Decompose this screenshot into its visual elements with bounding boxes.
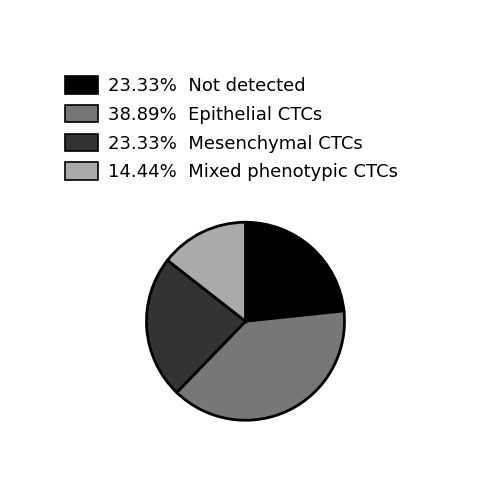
Wedge shape bbox=[177, 311, 344, 420]
Wedge shape bbox=[147, 260, 245, 392]
Legend: 23.33%  Not detected, 38.89%  Epithelial CTCs, 23.33%  Mesenchymal CTCs, 14.44% : 23.33% Not detected, 38.89% Epithelial C… bbox=[61, 72, 402, 185]
Wedge shape bbox=[245, 222, 344, 322]
Wedge shape bbox=[168, 222, 245, 322]
